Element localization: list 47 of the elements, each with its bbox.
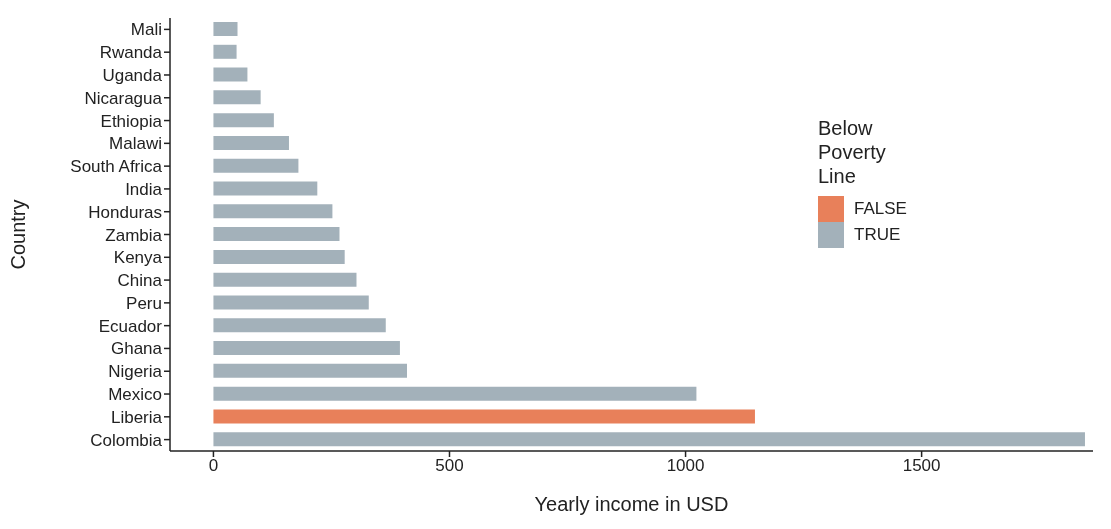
y-tick-label: Rwanda xyxy=(99,43,163,63)
x-tick-label: 1500 xyxy=(902,456,941,476)
y-tick-label: Liberia xyxy=(110,407,163,427)
y-tick-label: Peru xyxy=(126,293,162,313)
legend-label: TRUE xyxy=(854,225,901,245)
bar xyxy=(213,90,261,105)
bar xyxy=(213,22,238,36)
y-tick-label: Nicaragua xyxy=(84,88,163,108)
x-tick-label: 500 xyxy=(435,456,464,476)
bar xyxy=(213,158,299,173)
bar xyxy=(213,67,248,82)
x-tick-label: 0 xyxy=(208,456,219,476)
y-tick-label: Malawi xyxy=(109,134,162,154)
bar xyxy=(213,135,289,150)
bar xyxy=(213,363,408,378)
y-tick-label: China xyxy=(117,271,163,291)
bar xyxy=(213,249,345,264)
y-tick-label: Uganda xyxy=(102,66,163,86)
bar xyxy=(213,386,697,401)
x-axis-title: Yearly income in USD xyxy=(534,493,729,515)
y-tick-label: Ethiopia xyxy=(100,111,163,131)
y-tick-label: Mali xyxy=(130,20,162,40)
y-tick-label: Honduras xyxy=(88,202,162,222)
legend-label: FALSE xyxy=(854,199,907,219)
x-tick-label: 1000 xyxy=(666,456,705,476)
y-tick-label: India xyxy=(125,179,163,199)
bar xyxy=(213,44,237,59)
bar xyxy=(213,272,357,287)
bar xyxy=(213,181,318,196)
y-axis-title: Country xyxy=(7,199,30,270)
y-tick-label: Kenya xyxy=(113,248,163,268)
y-tick-label: Mexico xyxy=(108,385,162,405)
y-tick-label: South Africa xyxy=(70,157,163,177)
bar xyxy=(213,432,1085,447)
y-tick-label: Ecuador xyxy=(98,316,163,336)
bar xyxy=(213,113,274,128)
y-tick-label: Zambia xyxy=(105,225,163,245)
bar xyxy=(213,227,340,242)
y-tick-label: Colombia xyxy=(90,430,163,450)
legend-title: Below Poverty Line xyxy=(818,116,887,188)
y-tick-label: Nigeria xyxy=(108,362,163,382)
bar xyxy=(213,318,386,333)
y-tick-label: Ghana xyxy=(110,339,163,359)
bar xyxy=(213,204,333,219)
bar xyxy=(213,295,369,310)
bar xyxy=(213,409,755,424)
bar xyxy=(213,341,400,356)
